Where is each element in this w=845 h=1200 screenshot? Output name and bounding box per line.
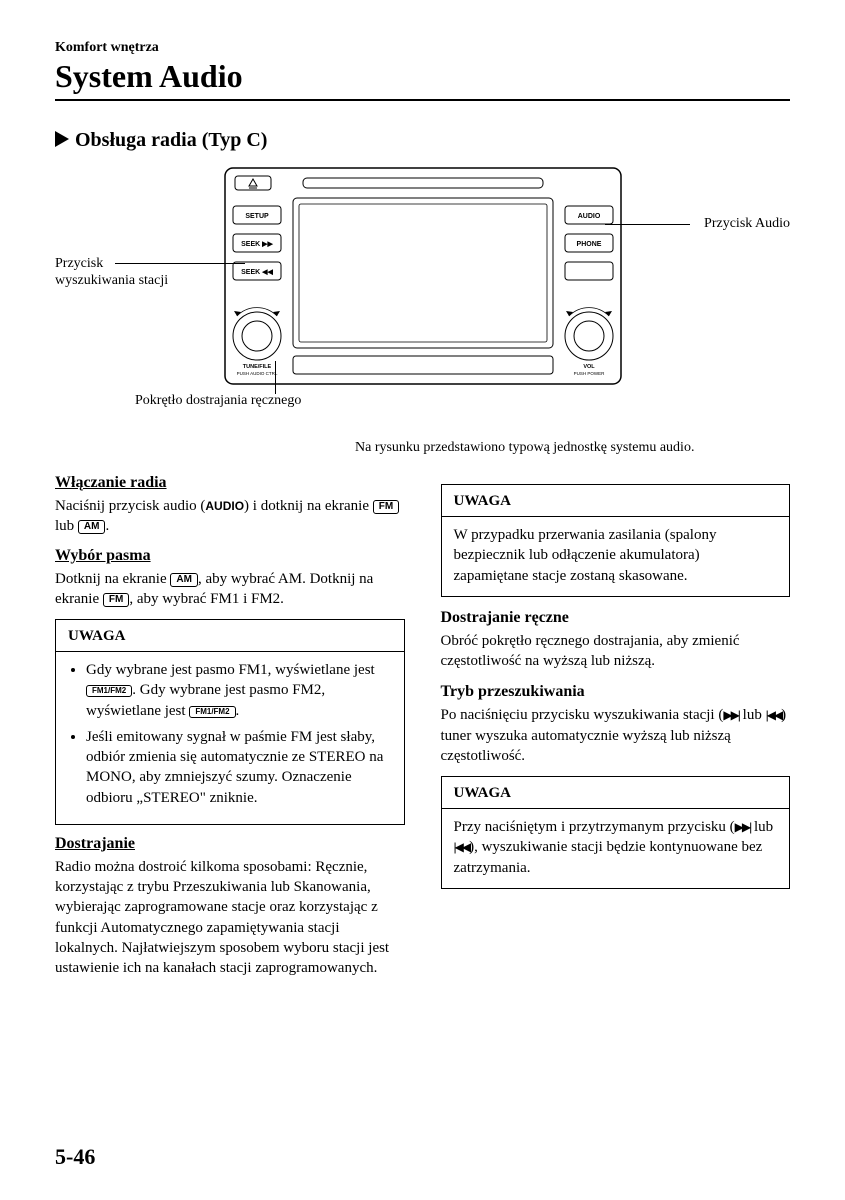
left-column: Włączanie radia Naciśnij przycisk audio … xyxy=(55,474,405,988)
right-column: UWAGA W przypadku przerwania zasilania (… xyxy=(441,474,791,988)
svg-text:TUNE/FILE: TUNE/FILE xyxy=(242,364,271,370)
svg-text:SEEK ▶▶: SEEK ▶▶ xyxy=(241,241,273,248)
text-frag: lub xyxy=(750,819,773,835)
radio-diagram: Przycisk wyszukiwania stacji Przycisk Au… xyxy=(55,166,790,426)
svg-text:SEEK ◀◀: SEEK ◀◀ xyxy=(241,269,273,276)
text-frag: lub xyxy=(55,518,78,534)
text-frag: , aby wybrać FM1 i FM2. xyxy=(129,591,284,607)
label-audio-inline: AUDIO xyxy=(205,498,244,514)
label-am-inline: AM xyxy=(78,520,106,534)
para-manual-tune: Obróć pokrętło ręcznego dostrajania, aby… xyxy=(441,631,791,672)
seek-back-icon: |◀◀ xyxy=(454,840,470,854)
para-tuning: Radio można dostroić kilkoma sposobami: … xyxy=(55,857,405,979)
seek-back-icon: |◀◀ xyxy=(766,708,782,722)
text-frag: Naciśnij przycisk audio ( xyxy=(55,498,205,514)
section-title-text: Obsługa radia (Typ C) xyxy=(75,129,267,151)
label-fm-inline: FM xyxy=(103,593,129,607)
text-frag: Po naciśnięciu przycisku wyszukiwania st… xyxy=(441,707,724,723)
leader-line-audio xyxy=(605,224,690,225)
label-audio-button: Przycisk Audio xyxy=(704,216,790,233)
heading-tuning: Dostrajanie xyxy=(55,835,405,853)
text-frag: Gdy wybrane jest pasmo FM1, wyświetlane … xyxy=(86,662,375,678)
text-frag: lub xyxy=(739,707,766,723)
section-title: Obsługa radia (Typ C) xyxy=(55,129,790,152)
diagram-caption: Na rysunku przedstawiono typową jednostk… xyxy=(355,440,790,456)
label-am-inline: AM xyxy=(170,573,198,587)
para-turn-on: Naciśnij przycisk audio (AUDIO) i dotkni… xyxy=(55,496,405,537)
note-item-1: Gdy wybrane jest pasmo FM1, wyświetlane … xyxy=(86,660,392,721)
heading-seek-mode: Tryb przeszukiwania xyxy=(441,683,791,701)
svg-text:SETUP: SETUP xyxy=(245,213,269,220)
radio-unit-illustration: SETUP SEEK ▶▶ SEEK ◀◀ AUDIO PHONE TUNE/F… xyxy=(223,166,623,386)
header-section-small: Komfort wnętrza xyxy=(55,40,790,56)
label-tune-knob: Pokrętło dostrajania ręcznego xyxy=(135,393,301,410)
svg-text:PUSH AUDIO CTRL: PUSH AUDIO CTRL xyxy=(236,371,277,376)
svg-text:PUSH POWER: PUSH POWER xyxy=(573,371,605,376)
leader-line-knob xyxy=(275,361,276,394)
seek-fwd-icon: ▶▶| xyxy=(723,708,739,722)
text-frag: ), wyszukiwanie stacji będzie kontynuowa… xyxy=(454,839,763,875)
heading-band-select: Wybór pasma xyxy=(55,547,405,565)
note-box-power: UWAGA W przypadku przerwania zasilania (… xyxy=(441,484,791,597)
seek-fwd-icon: ▶▶| xyxy=(735,820,751,834)
note-body: W przypadku przerwania zasilania (spalon… xyxy=(454,525,778,586)
page-number: 5-46 xyxy=(55,1144,95,1170)
label-fm1fm2: FM1/FM2 xyxy=(86,685,132,697)
para-band-select: Dotknij na ekranie AM, aby wybrać AM. Do… xyxy=(55,569,405,610)
note-body: Przy naciśniętym i przytrzymanym przycis… xyxy=(454,817,778,878)
text-frag: . xyxy=(105,518,109,534)
text-frag: Przy naciśniętym i przytrzymanym przycis… xyxy=(454,819,735,835)
note-box-hold: UWAGA Przy naciśniętym i przytrzymanym p… xyxy=(441,776,791,889)
text-frag: Dotknij na ekranie xyxy=(55,571,170,587)
label-seek-button: Przycisk wyszukiwania stacji xyxy=(55,256,168,290)
note-title: UWAGA xyxy=(442,777,790,809)
note-item-2: Jeśli emitowany sygnał w paśmie FM jest … xyxy=(86,727,392,808)
text-frag: . xyxy=(236,703,240,719)
content-columns: Włączanie radia Naciśnij przycisk audio … xyxy=(55,474,790,988)
note-box-1: UWAGA Gdy wybrane jest pasmo FM1, wyświe… xyxy=(55,619,405,825)
leader-line-seek xyxy=(115,263,245,264)
triangle-icon xyxy=(55,131,69,147)
para-seek-mode: Po naciśnięciu przycisku wyszukiwania st… xyxy=(441,705,791,766)
label-fm-inline: FM xyxy=(373,500,399,514)
label-seek-line2: wyszukiwania stacji xyxy=(55,273,168,288)
note-title: UWAGA xyxy=(442,485,790,517)
header-section-main: System Audio xyxy=(55,58,790,101)
label-seek-line1: Przycisk xyxy=(55,256,103,271)
text-frag: ) i dotknij na ekranie xyxy=(244,498,373,514)
heading-manual-tune: Dostrajanie ręczne xyxy=(441,609,791,627)
note-title: UWAGA xyxy=(56,620,404,652)
svg-text:VOL: VOL xyxy=(583,364,595,370)
label-fm1fm2-alt: FM1/FM2 xyxy=(189,706,235,718)
heading-turn-on-radio: Włączanie radia xyxy=(55,474,405,492)
svg-text:PHONE: PHONE xyxy=(576,241,601,248)
svg-text:AUDIO: AUDIO xyxy=(577,213,600,220)
